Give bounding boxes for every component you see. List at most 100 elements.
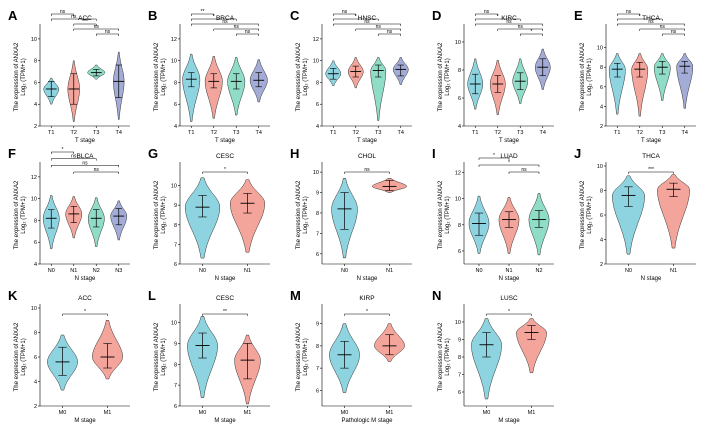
significance-bracket (62, 313, 108, 316)
y-tick-label: 2 (34, 124, 37, 130)
x-axis-label: M stage (498, 418, 520, 424)
y-tick-label: 8 (600, 65, 603, 71)
x-tick-label: T3 (93, 130, 99, 136)
x-tick-label: N1 (70, 268, 77, 274)
significance-bracket (51, 13, 74, 16)
significance-label: ns (245, 29, 251, 35)
significance-bracket (202, 171, 248, 174)
panel-j: J THCA The expression of ANXA2 Log₂ (TPM+1)… (574, 146, 696, 282)
x-tick-label: T1 (614, 130, 620, 136)
y-tick-label: 7 (458, 373, 461, 379)
y-tick-label: 10 (455, 197, 461, 203)
x-axis-label: N stage (75, 276, 96, 282)
x-axis-label: N stage (357, 276, 378, 282)
y-axis-label: The expression of ANXA2 (154, 42, 160, 111)
panel-label-i: I (432, 146, 436, 161)
y-tick-label: 6 (316, 102, 319, 108)
panel-k: K ACC The expression of ANXA2 Log₂ (TPM+1) 2… (8, 288, 130, 424)
significance-bracket (51, 158, 97, 161)
x-tick-label: N0 (625, 268, 632, 274)
y-tick-label: 10 (455, 320, 461, 326)
panel-title-k: ACC (78, 295, 92, 302)
y-tick-label: 10 (171, 59, 177, 65)
significance-label: * (62, 147, 64, 153)
panel-b: B BRCA The expression of ANXA2 Log₂ (TPM+1)… (148, 8, 270, 144)
panel-title-i: LUAD (500, 153, 518, 160)
significance-bracket (520, 33, 543, 36)
y-tick-label: 10 (31, 197, 37, 203)
significance-label: ns (671, 29, 677, 35)
y-axis-label: The expression of ANXA2 (438, 42, 444, 111)
y-tick-label: 6 (34, 80, 37, 86)
panel-label-g: G (148, 146, 158, 161)
x-axis-label: N stage (215, 276, 236, 282)
significance-bracket (475, 18, 521, 21)
y-tick-label: 6 (458, 390, 461, 396)
significance-label: ns (521, 167, 527, 173)
significance-label: ns (364, 167, 370, 173)
x-tick-label: M0 (341, 410, 349, 416)
significance-bracket (475, 13, 498, 16)
panel-title-j: THCA (642, 153, 660, 160)
x-tick-label: T1 (188, 130, 194, 136)
y-tick-label: 8 (458, 355, 461, 361)
y-tick-label: 6 (174, 102, 177, 108)
y-tick-label: 4 (458, 124, 461, 130)
x-tick-label: T2 (637, 130, 643, 136)
y-tick-label: 6 (600, 85, 603, 91)
x-tick-label: T2 (495, 130, 501, 136)
panel-f: F BLCA The expression of ANXA2 Log₂ (TPM+1)… (8, 146, 130, 282)
panel-l: L CESC The expression of ANXA2 Log₂ (TPM+1)… (148, 288, 270, 424)
panel-a: A ACC The expression of ANXA2 Log₂ (TPM+1) 2… (8, 8, 130, 144)
significance-bracket (236, 33, 259, 36)
x-tick-label: N1 (244, 268, 251, 274)
panel-label-l: L (148, 288, 156, 303)
significance-bracket (202, 313, 248, 316)
y-tick-label: 10 (31, 306, 37, 312)
violin-n1 (657, 174, 690, 249)
y-tick-label: 7 (174, 383, 177, 389)
x-tick-label: T2 (71, 130, 77, 136)
x-tick-label: T3 (233, 130, 239, 136)
y-axis-unit-label: Log₂ (TPM+1) (161, 338, 167, 376)
violin-t1 (608, 53, 626, 115)
significance-bracket (191, 18, 237, 21)
significance-label: ns (105, 29, 111, 35)
significance-bracket (333, 13, 356, 16)
x-tick-label: N2 (535, 268, 542, 274)
y-tick-label: 12 (455, 171, 461, 177)
y-tick-label: 4 (316, 124, 319, 130)
x-axis-label: T stage (75, 138, 96, 144)
y-tick-label: 7 (174, 242, 177, 248)
y-axis-label: The expression of ANXA2 (154, 322, 160, 391)
x-tick-label: T1 (48, 130, 54, 136)
significance-label: * (508, 160, 510, 166)
significance-label: * (531, 29, 533, 35)
x-tick-label: T3 (517, 130, 523, 136)
panel-label-k: K (8, 288, 18, 303)
panel-title-e: THCA (642, 15, 660, 22)
y-tick-label: 8 (174, 223, 177, 229)
significance-label: ns (387, 29, 393, 35)
panel-g: G CESC The expression of ANXA2 Log₂ (TPM+1)… (148, 146, 270, 282)
x-tick-label: T4 (682, 130, 688, 136)
y-tick-label: 6 (174, 404, 177, 410)
panel-c: C HNSC The expression of ANXA2 Log₂ (TPM+1)… (290, 8, 412, 144)
panel-label-f: F (8, 146, 16, 161)
significance-label: ns (376, 24, 382, 30)
y-axis-label: The expression of ANXA2 (438, 322, 444, 391)
y-tick-label: 6 (458, 249, 461, 255)
significance-bracket (478, 157, 510, 160)
panel-d: D KIRC The expression of ANXA2 Log₂ (TPM+1)… (432, 8, 554, 144)
significance-bracket (378, 33, 401, 36)
y-axis-unit-label: Log₂ (TPM+1) (21, 196, 27, 234)
y-tick-label: 10 (455, 40, 461, 46)
y-axis-label: The expression of ANXA2 (296, 180, 302, 249)
significance-label: *** (648, 167, 654, 173)
significance-bracket (639, 28, 685, 31)
y-tick-label: 2 (600, 262, 603, 268)
y-axis-unit-label: Log₂ (TPM+1) (303, 58, 309, 96)
significance-bracket (73, 23, 97, 26)
x-tick-label: N0 (341, 268, 348, 274)
significance-bracket (617, 18, 663, 21)
